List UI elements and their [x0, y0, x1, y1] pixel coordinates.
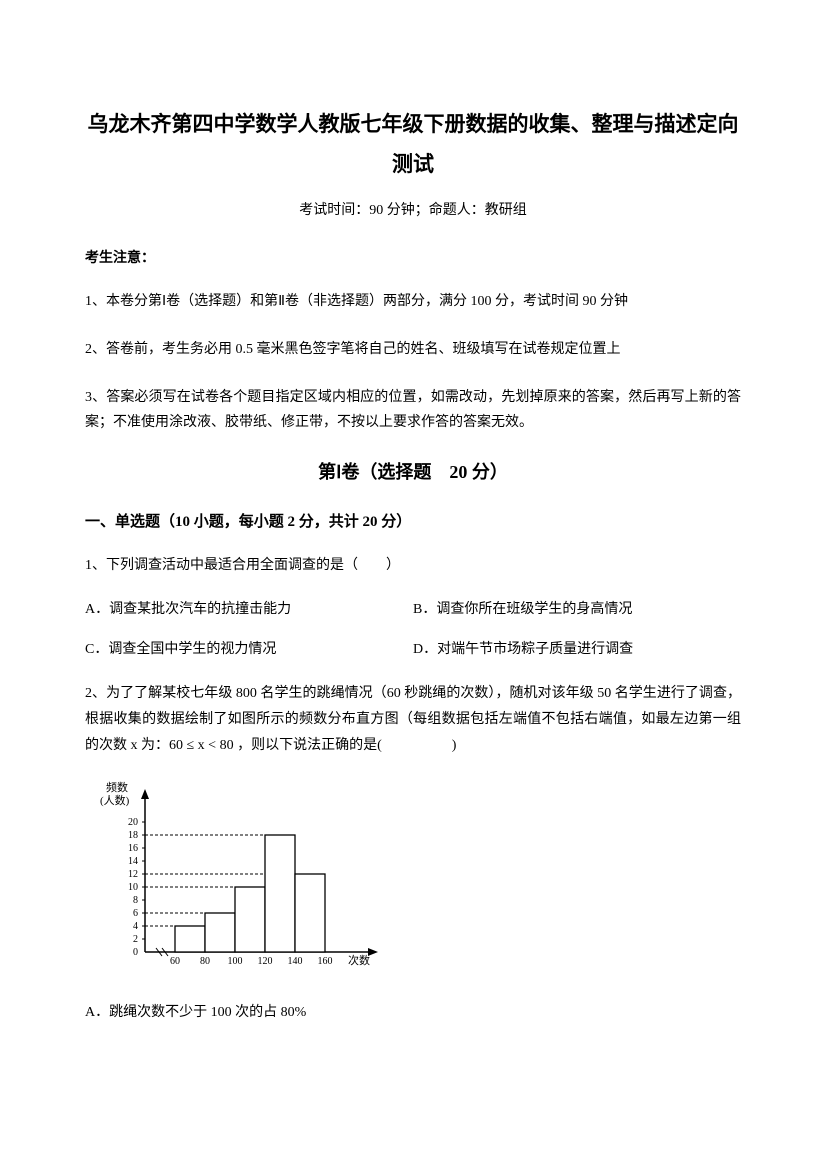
y-axis-label-1: 频数 [106, 780, 128, 794]
notice-header: 考生注意： [85, 247, 741, 267]
question-1-options: A．调查某批次汽车的抗撞击能力 B．调查你所在班级学生的身高情况 C．调查全国中… [85, 597, 741, 663]
q1-option-d: D．对端午节市场粽子质量进行调查 [413, 637, 741, 663]
document-subtitle: 考试时间：90 分钟；命题人：教研组 [85, 199, 741, 219]
notice-item-1: 1、本卷分第Ⅰ卷（选择题）和第Ⅱ卷（非选择题）两部分，满分 100 分，考试时间… [85, 289, 741, 315]
document-title: 乌龙木齐第四中学数学人教版七年级下册数据的收集、整理与描述定向测试 [85, 105, 741, 185]
svg-text:16: 16 [128, 843, 138, 854]
svg-text:6: 6 [133, 908, 138, 919]
y-ticks: 0 2 4 6 8 10 12 14 16 18 20 [128, 817, 138, 958]
notice-item-3: 3、答案必须写在试卷各个题目指定区域内相应的位置，如需改动，先划掉原来的答案，然… [85, 385, 741, 437]
svg-text:次数: 次数 [348, 953, 370, 967]
question-1: 1、下列调查活动中最适合用全面调查的是（ ） [85, 553, 741, 579]
x-ticks: 60 80 100 120 140 160 次数 [170, 953, 370, 967]
histogram-svg: 频数 (人数) 0 2 4 6 8 10 12 14 16 [100, 777, 390, 972]
question-2-text: 2、为了了解某校七年级 800 名学生的跳绳情况（60 秒跳绳的次数），随机对该… [85, 686, 741, 753]
q1-option-a: A．调查某批次汽车的抗撞击能力 [85, 597, 413, 623]
svg-text:0: 0 [133, 947, 138, 958]
q2-option-a: A．跳绳次数不少于 100 次的占 80% [85, 1000, 741, 1026]
y-axis-label-2: (人数) [100, 794, 130, 807]
section-title: 第Ⅰ卷（选择题 20 分） [85, 458, 741, 484]
svg-text:8: 8 [133, 895, 138, 906]
q1-option-b: B．调查你所在班级学生的身高情况 [413, 597, 741, 623]
svg-text:80: 80 [200, 956, 210, 967]
svg-text:14: 14 [128, 856, 138, 867]
svg-text:12: 12 [128, 869, 138, 880]
svg-text:60: 60 [170, 956, 180, 967]
svg-text:4: 4 [133, 921, 138, 932]
svg-text:120: 120 [258, 956, 273, 967]
question-2: 2、为了了解某校七年级 800 名学生的跳绳情况（60 秒跳绳的次数），随机对该… [85, 681, 741, 1026]
subsection-header: 一、单选题（10 小题，每小题 2 分，共计 20 分） [85, 510, 741, 531]
svg-text:160: 160 [318, 956, 333, 967]
svg-text:20: 20 [128, 817, 138, 828]
svg-text:10: 10 [128, 882, 138, 893]
notice-item-2: 2、答卷前，考生务必用 0.5 毫米黑色签字笔将自己的姓名、班级填写在试卷规定位… [85, 337, 741, 363]
q1-option-c: C．调查全国中学生的视力情况 [85, 637, 413, 663]
svg-text:2: 2 [133, 934, 138, 945]
svg-text:140: 140 [288, 956, 303, 967]
svg-text:100: 100 [228, 956, 243, 967]
histogram-chart: 频数 (人数) 0 2 4 6 8 10 12 14 16 [100, 777, 390, 972]
bars [175, 835, 325, 952]
svg-text:18: 18 [128, 830, 138, 841]
